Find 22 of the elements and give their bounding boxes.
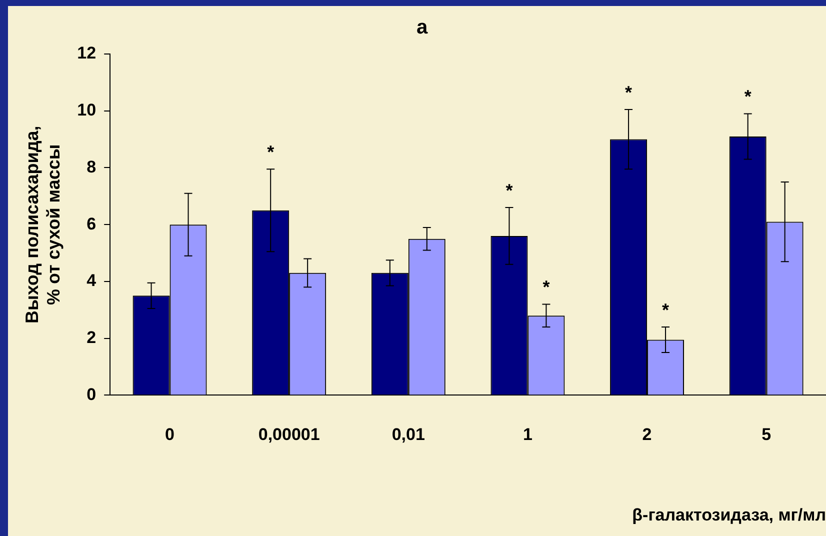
y-tick-label: 12 <box>77 44 96 63</box>
annotation: * <box>506 180 513 201</box>
x-tick-label: 2 <box>642 425 652 444</box>
annotation: * <box>625 82 632 102</box>
x-tick-label: 0 <box>165 425 174 444</box>
chart-title: a <box>416 16 428 39</box>
annotation: * <box>267 142 274 162</box>
x-axis-title: β-галактозидаза, мг/мл <box>632 505 826 524</box>
y-tick-label: 2 <box>86 328 96 348</box>
x-tick-label: 0,01 <box>392 425 425 444</box>
x-tick-label: 0,00001 <box>258 425 320 444</box>
y-tick-label: 4 <box>86 271 97 290</box>
annotation: * <box>542 277 550 298</box>
annotation: * <box>662 300 670 320</box>
y-axis-title: Выход полисахарида, % от сухой массы <box>22 126 64 324</box>
y-tick-label: 6 <box>86 214 96 234</box>
y-tick-label: 10 <box>77 100 96 120</box>
y-tick-label: 0 <box>86 384 96 404</box>
x-tick-label: 1 <box>522 425 532 444</box>
x-tick-label: 5 <box>762 425 772 444</box>
y-tick-label: 8 <box>86 157 96 176</box>
annotation: * <box>744 86 752 107</box>
